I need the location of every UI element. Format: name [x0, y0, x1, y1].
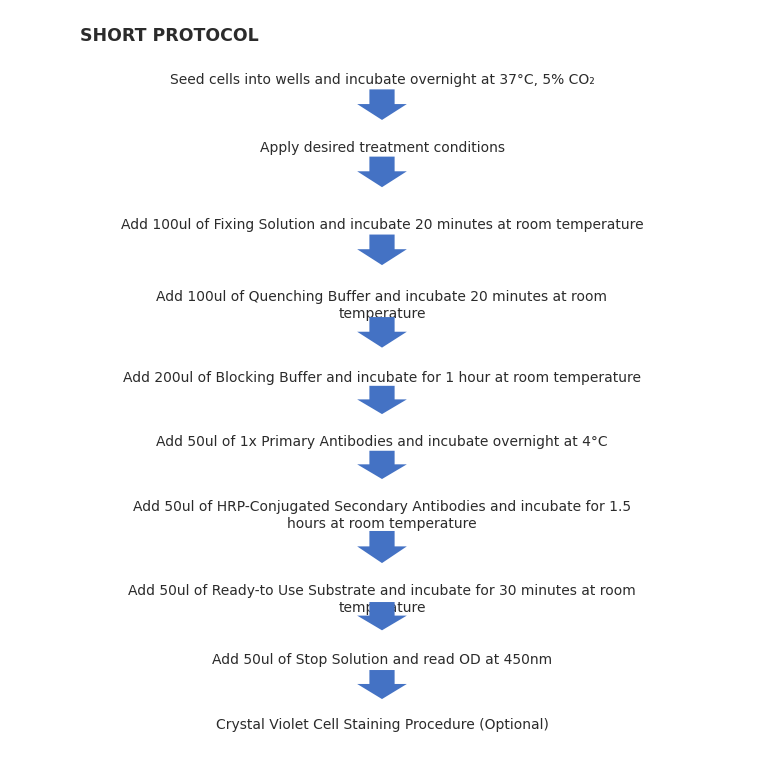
Text: Add 50ul of Ready-to Use Substrate and incubate for 30 minutes at room
temperatu: Add 50ul of Ready-to Use Substrate and i… [128, 584, 636, 615]
Text: Add 50ul of 1x Primary Antibodies and incubate overnight at 4°C: Add 50ul of 1x Primary Antibodies and in… [156, 435, 608, 449]
Text: Add 100ul of Fixing Solution and incubate 20 minutes at room temperature: Add 100ul of Fixing Solution and incubat… [121, 218, 643, 231]
Text: Crystal Violet Cell Staining Procedure (Optional): Crystal Violet Cell Staining Procedure (… [215, 718, 549, 732]
Text: Add 50ul of HRP-Conjugated Secondary Antibodies and incubate for 1.5
hours at ro: Add 50ul of HRP-Conjugated Secondary Ant… [133, 500, 631, 531]
Text: SHORT PROTOCOL: SHORT PROTOCOL [80, 27, 259, 45]
Text: Add 200ul of Blocking Buffer and incubate for 1 hour at room temperature: Add 200ul of Blocking Buffer and incubat… [123, 371, 641, 384]
Polygon shape [358, 531, 406, 563]
Text: Add 50ul of Stop Solution and read OD at 450nm: Add 50ul of Stop Solution and read OD at… [212, 653, 552, 667]
Polygon shape [358, 386, 406, 414]
Polygon shape [358, 157, 406, 187]
Text: Seed cells into wells and incubate overnight at 37°C, 5% CO₂: Seed cells into wells and incubate overn… [170, 73, 594, 86]
Text: Add 100ul of Quenching Buffer and incubate 20 minutes at room
temperature: Add 100ul of Quenching Buffer and incuba… [157, 290, 607, 321]
Polygon shape [358, 602, 406, 630]
Polygon shape [358, 317, 406, 348]
Polygon shape [358, 451, 406, 479]
Polygon shape [358, 235, 406, 265]
Polygon shape [358, 670, 406, 699]
Polygon shape [358, 89, 406, 120]
Text: Apply desired treatment conditions: Apply desired treatment conditions [260, 141, 504, 155]
